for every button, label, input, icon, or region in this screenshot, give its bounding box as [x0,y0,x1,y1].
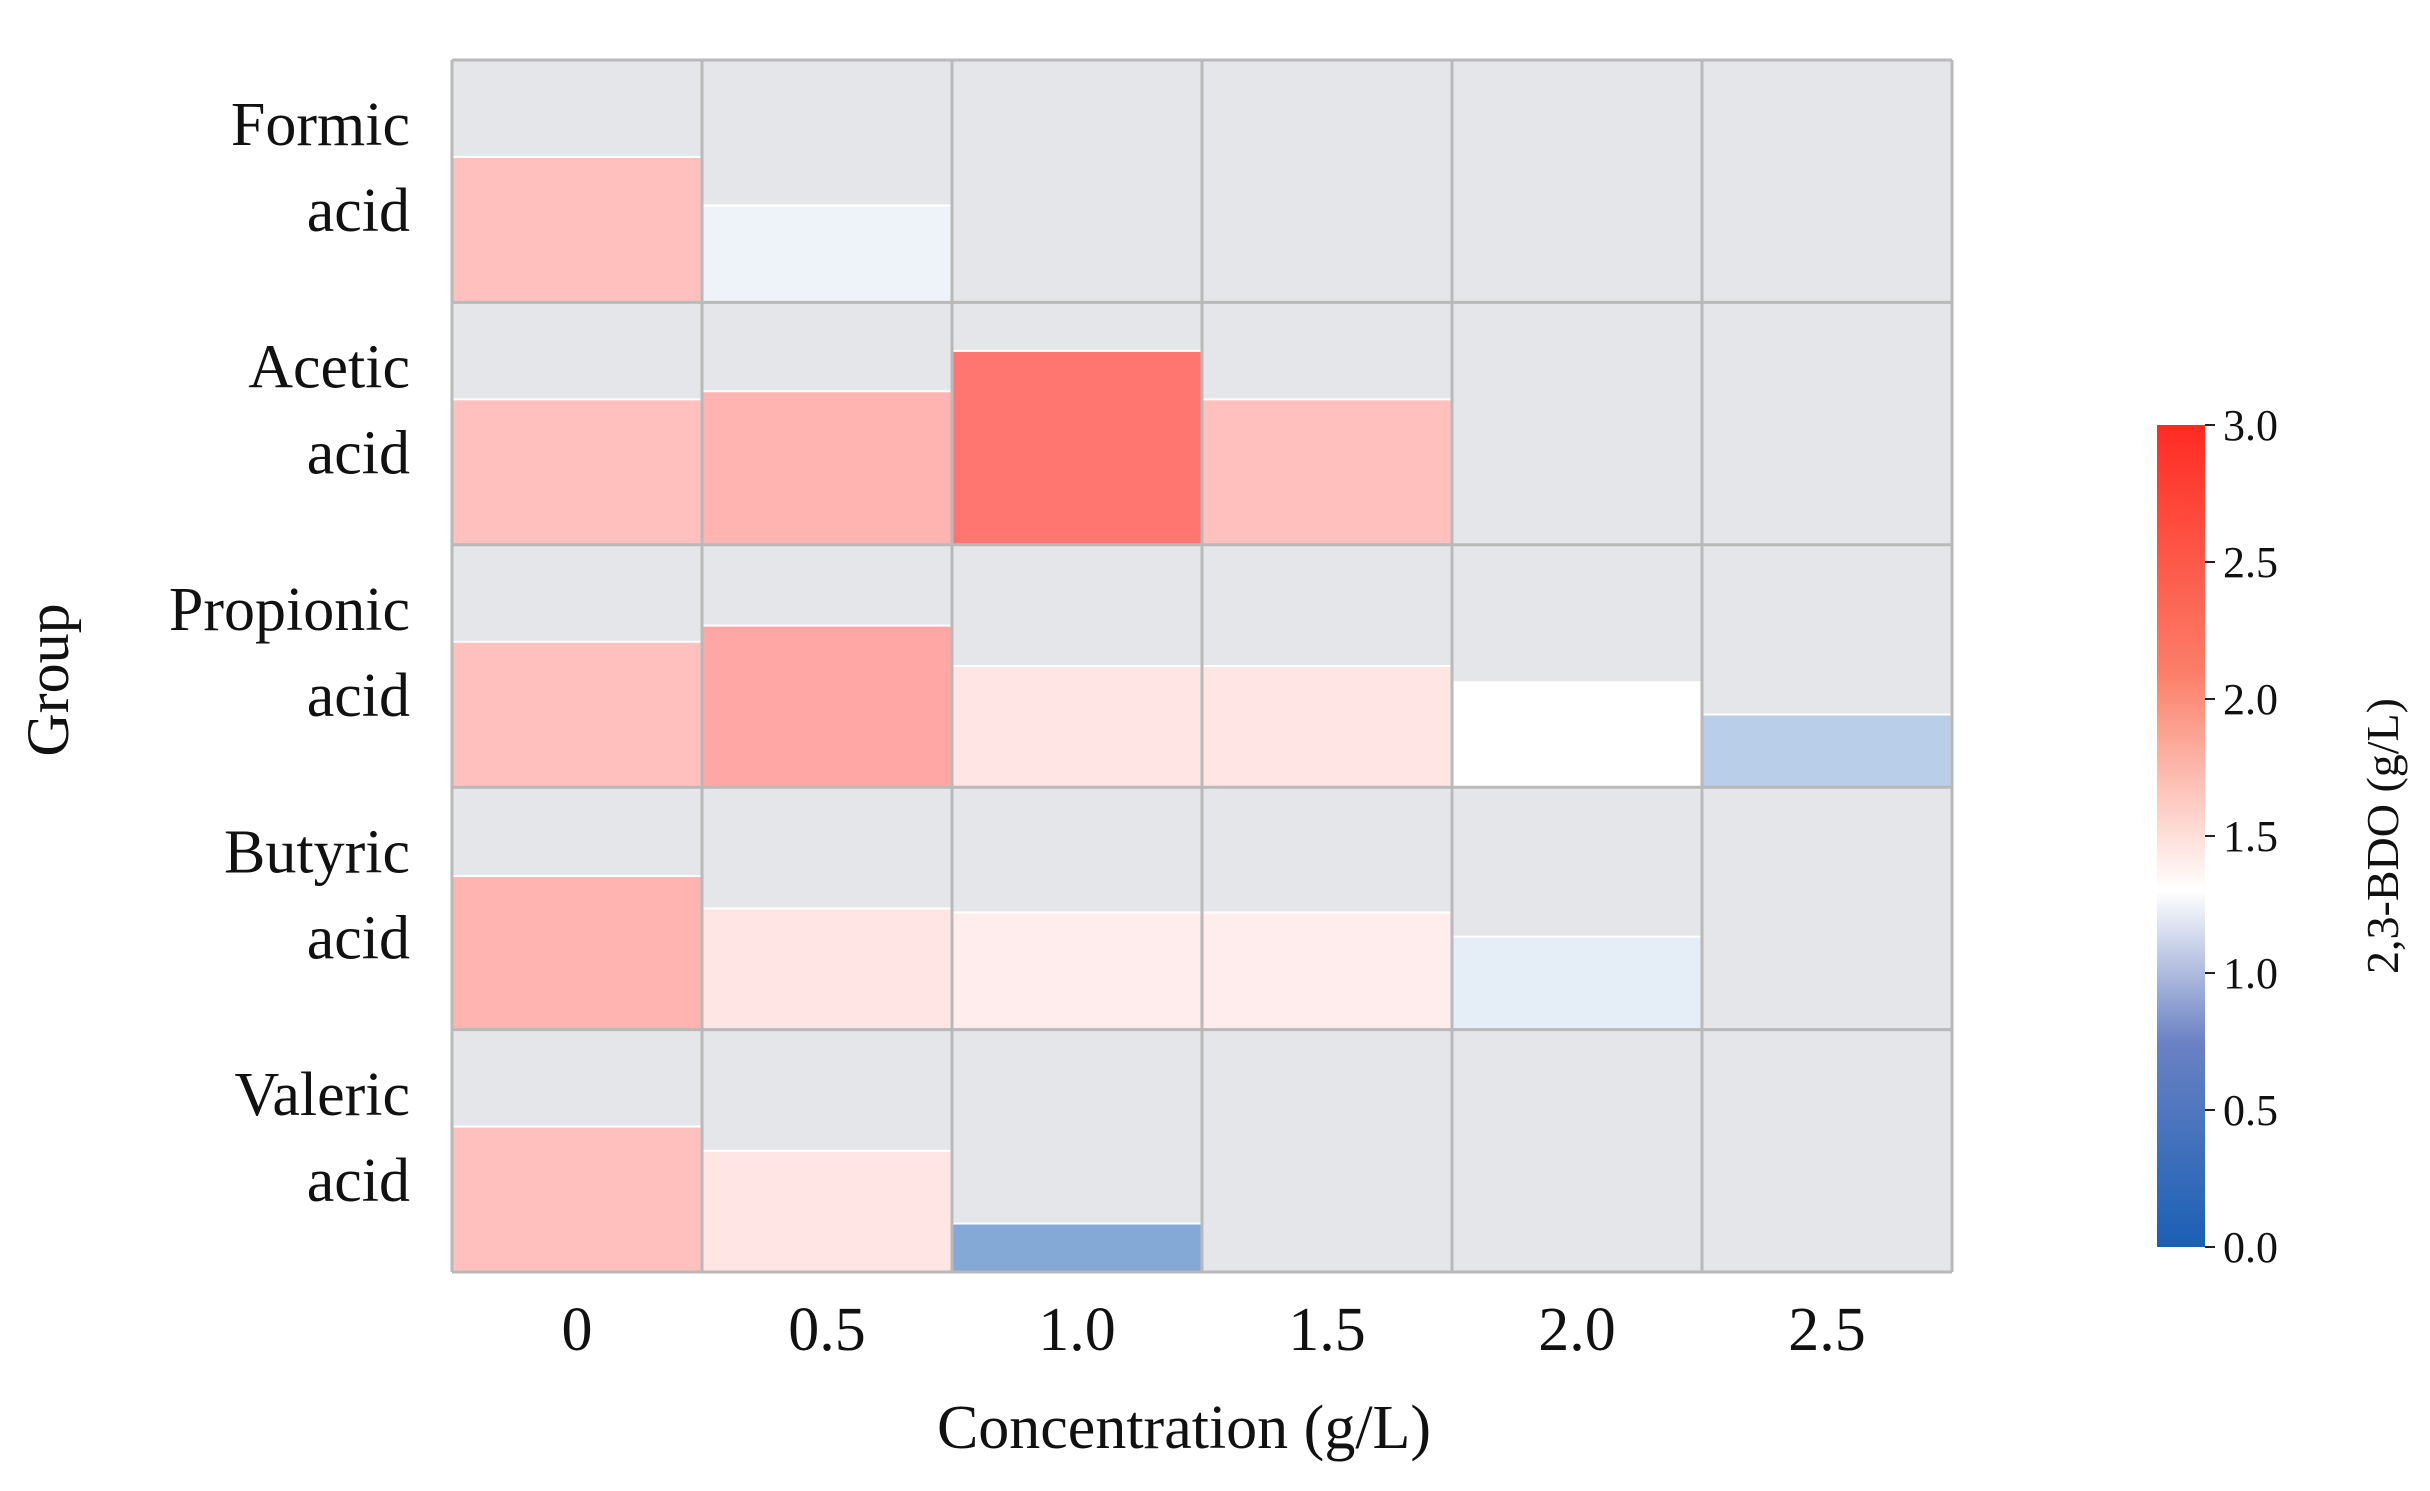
colorbar-tick-label: 0.5 [2223,1086,2278,1135]
heatmap-bar [1201,398,1453,546]
y-tick-label: acid [307,177,410,245]
y-tick-label: acid [307,662,410,730]
colorbar-tick-label: 1.5 [2223,812,2278,861]
y-tick-label: Propionic [169,576,410,644]
heatmap-bars [451,155,1953,1274]
colorbar: 0.0 0.5 1.0 1.5 2.0 2.5 3.0 2,3-BDO (g/L) [2157,401,2408,1272]
colorbar-tick-label: 1.0 [2223,949,2278,998]
colorbar-tick-label: 2.0 [2223,675,2278,724]
heatmap-bar [701,624,953,789]
heatmap-bar [701,907,953,1031]
heatmap-bar [951,911,1203,1031]
x-tick-label: 2.0 [1538,1296,1616,1364]
y-axis-title: Group [15,603,81,756]
y-tick-label: acid [307,1147,410,1215]
y-tick-label: acid [307,904,410,972]
y-axis-tick-labels: Formic acid Acetic acid Propionic acid Butyric… [169,91,410,1215]
x-axis-tick-labels: 0 0.5 1.0 1.5 2.0 2.5 [562,1296,1866,1364]
heatmap-bar [951,349,1203,546]
heatmap-bar [1201,911,1453,1031]
x-tick-label: 1.0 [1038,1296,1116,1364]
heatmap-bar [1701,713,1953,789]
heatmap-bar [1451,935,1703,1031]
heatmap-bar [1201,665,1453,789]
heatmap-bar [701,390,953,546]
cell-grid [450,58,1954,1274]
x-tick-label: 1.5 [1288,1296,1366,1364]
colorbar-ticks: 0.0 0.5 1.0 1.5 2.0 2.5 3.0 [2205,401,2278,1272]
y-tick-label: acid [307,420,410,488]
colorbar-tick-label: 2.5 [2223,538,2278,587]
colorbar-tick-label: 3.0 [2223,401,2278,450]
y-tick-label: Formic [231,91,410,159]
x-axis-title: Concentration (g/L) [937,1394,1431,1462]
heatmap-bar [451,155,703,304]
heatmap-bar [951,665,1203,789]
heatmap-bar [451,875,703,1031]
colorbar-label: 2,3-BDO (g/L) [2357,698,2408,974]
colorbar-tick-label: 0.0 [2223,1223,2278,1272]
heatmap-bar [451,640,703,789]
y-tick-label: Acetic [248,334,410,402]
x-tick-label: 2.5 [1788,1296,1866,1364]
x-tick-label: 0.5 [788,1296,866,1364]
heatmap-bar [451,1125,703,1274]
y-tick-label: Butyric [224,818,410,886]
heatmap-bar [451,398,703,546]
heatmap-bar [701,204,953,304]
y-tick-label: Valeric [234,1061,410,1129]
heatmap-bar [951,1222,1203,1274]
x-tick-label: 0 [562,1296,593,1364]
heatmap-bar [1451,681,1703,789]
colorbar-gradient [2157,425,2205,1247]
heatmap-bar [701,1149,953,1274]
